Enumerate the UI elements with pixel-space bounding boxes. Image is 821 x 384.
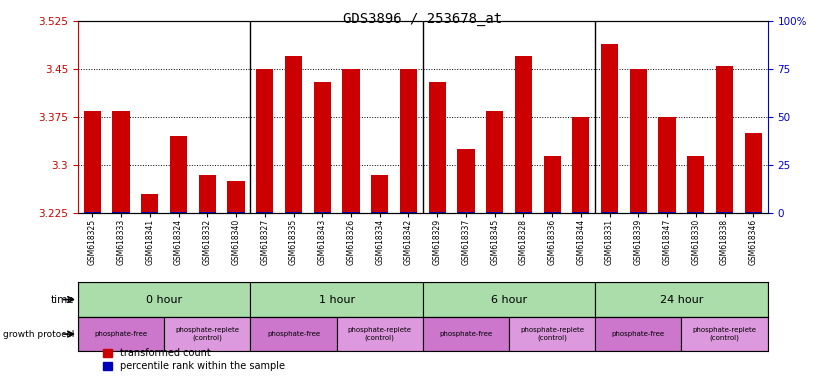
Text: phosphate-free: phosphate-free (267, 331, 320, 337)
Text: phosphate-free: phosphate-free (439, 331, 493, 337)
Text: phosphate-free: phosphate-free (612, 331, 665, 337)
Bar (509, 317, 595, 351)
Bar (658, 117, 676, 213)
Bar (285, 56, 302, 213)
Bar (687, 212, 704, 213)
Bar (681, 317, 768, 351)
Bar (84, 212, 101, 213)
Bar (630, 212, 647, 213)
Bar (342, 212, 360, 213)
Bar (199, 212, 216, 213)
Bar (716, 66, 733, 213)
Bar (337, 317, 423, 351)
Bar (250, 282, 423, 317)
Bar (78, 317, 164, 351)
Bar (256, 212, 273, 213)
Bar (457, 149, 475, 213)
Bar (227, 212, 245, 213)
Bar (687, 156, 704, 213)
Bar (256, 69, 273, 213)
Bar (78, 282, 250, 317)
Bar (371, 212, 388, 213)
Bar (285, 212, 302, 213)
Bar (572, 117, 589, 213)
Bar (112, 212, 130, 213)
Bar (716, 212, 733, 213)
Text: 1 hour: 1 hour (319, 295, 355, 305)
Bar (371, 175, 388, 213)
Bar (141, 194, 158, 213)
Text: phosphate-replete
(control): phosphate-replete (control) (348, 327, 411, 341)
Text: phosphate-replete
(control): phosphate-replete (control) (693, 327, 756, 341)
Bar (400, 212, 417, 213)
Text: phosphate-replete
(control): phosphate-replete (control) (521, 327, 584, 341)
Bar (400, 69, 417, 213)
Bar (112, 111, 130, 213)
Bar (314, 82, 331, 213)
Bar (423, 317, 509, 351)
Text: growth protocol: growth protocol (2, 329, 74, 339)
Bar (745, 212, 762, 213)
Bar (141, 212, 158, 213)
Text: 24 hour: 24 hour (660, 295, 703, 305)
Bar (84, 111, 101, 213)
Bar (429, 82, 446, 213)
Bar (227, 181, 245, 213)
Bar (250, 317, 337, 351)
Text: phosphate-replete
(control): phosphate-replete (control) (176, 327, 239, 341)
Bar (544, 156, 561, 213)
Bar (630, 69, 647, 213)
Bar (544, 212, 561, 213)
Text: time: time (50, 295, 74, 305)
Bar (170, 136, 187, 213)
Bar (170, 212, 187, 213)
Bar (199, 175, 216, 213)
Bar (423, 282, 595, 317)
Bar (457, 212, 475, 213)
Bar (658, 212, 676, 213)
Bar (515, 56, 532, 213)
Bar (601, 212, 618, 213)
Bar (595, 282, 768, 317)
Bar (572, 212, 589, 213)
Bar (595, 317, 681, 351)
Text: GDS3896 / 253678_at: GDS3896 / 253678_at (343, 12, 502, 25)
Text: 6 hour: 6 hour (491, 295, 527, 305)
Bar (515, 212, 532, 213)
Bar (429, 212, 446, 213)
Bar (486, 111, 503, 213)
Text: 0 hour: 0 hour (146, 295, 182, 305)
Bar (601, 43, 618, 213)
Bar (745, 133, 762, 213)
Legend: transformed count, percentile rank within the sample: transformed count, percentile rank withi… (99, 344, 289, 375)
Bar (164, 317, 250, 351)
Bar (486, 212, 503, 213)
Bar (314, 212, 331, 213)
Text: phosphate-free: phosphate-free (94, 331, 148, 337)
Bar (342, 69, 360, 213)
